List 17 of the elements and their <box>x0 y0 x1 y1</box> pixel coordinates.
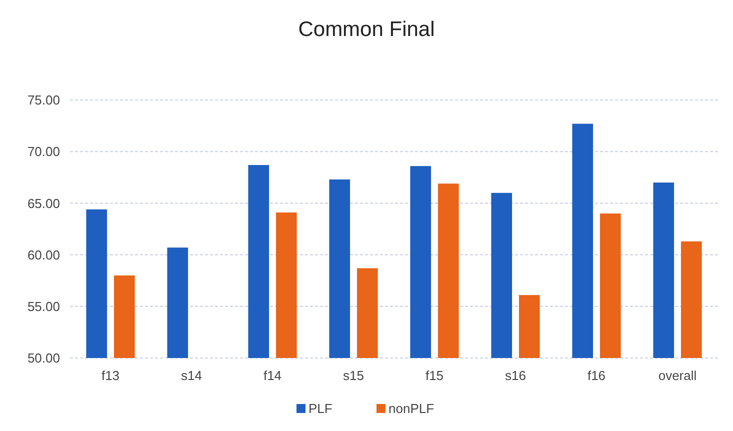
x-tick-label: s14 <box>181 368 202 383</box>
x-tick-label: f13 <box>101 368 120 383</box>
y-tick-label: 75.00 <box>27 92 60 108</box>
x-tick-label: f16 <box>587 368 606 383</box>
legend-label: PLF <box>308 401 332 416</box>
chart-title: Common Final <box>298 18 435 41</box>
x-tick-label: f15 <box>425 368 444 383</box>
legend-label: nonPLF <box>388 401 434 416</box>
y-tick-label: 60.00 <box>27 247 60 262</box>
x-tick-label: s15 <box>343 368 364 383</box>
y-tick-label: 50.00 <box>27 350 60 366</box>
y-tick-label: 55.00 <box>27 298 60 314</box>
x-tick-label: f14 <box>263 368 282 383</box>
y-tick-label: 70.00 <box>27 144 60 160</box>
x-tick-label: overall <box>658 368 697 383</box>
x-tick-label: s16 <box>505 368 526 383</box>
y-tick-label: 65.00 <box>27 196 60 211</box>
